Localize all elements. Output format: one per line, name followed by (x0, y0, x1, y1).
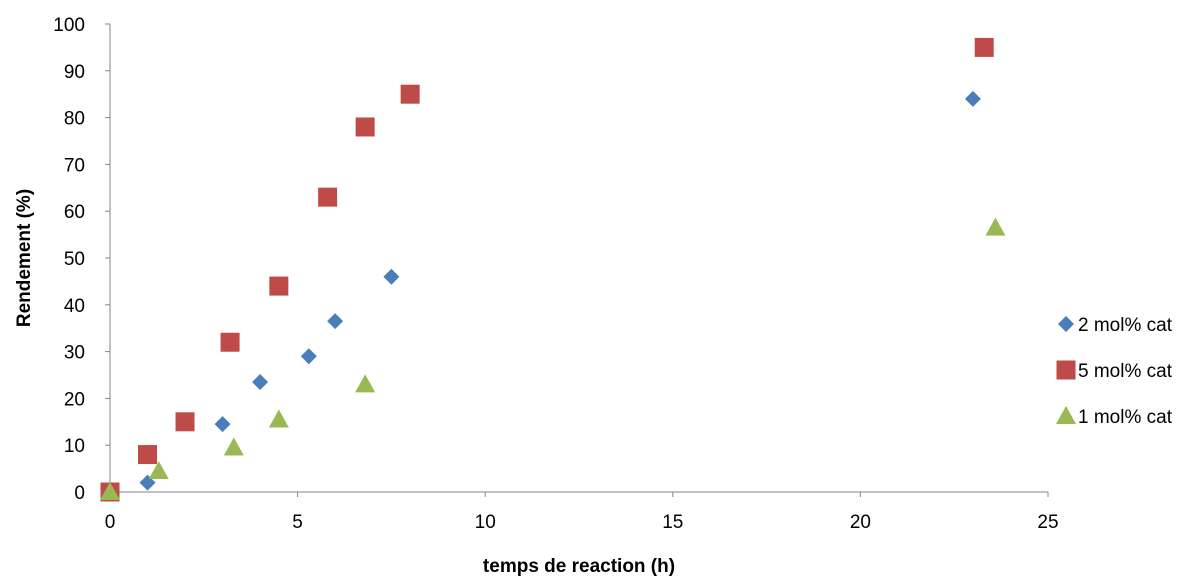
x-tick-label: 15 (662, 512, 683, 533)
x-tick-label: 10 (475, 512, 496, 533)
y-tick-label: 70 (64, 155, 85, 176)
data-point (175, 412, 195, 432)
legend: 2 mol% cat 5 mol% cat 1 mol% cat (1056, 315, 1173, 428)
data-point (327, 313, 344, 330)
data-point (148, 460, 169, 479)
data-point (214, 416, 231, 433)
data-point (355, 117, 375, 137)
x-ticks: 0 5 10 15 20 25 (105, 492, 1059, 533)
y-ticks: 0 10 20 30 40 50 60 70 80 90 100 (53, 15, 110, 504)
data-points (100, 37, 1006, 502)
data-point (974, 37, 994, 57)
series-3 (100, 217, 1006, 500)
data-point (985, 217, 1006, 236)
y-tick-label: 80 (64, 109, 85, 130)
legend-item: 5 mol% cat (1056, 360, 1173, 382)
data-point (300, 348, 317, 365)
x-tick-label: 25 (1037, 512, 1058, 533)
y-tick-label: 30 (64, 343, 85, 364)
x-tick-label: 5 (292, 512, 303, 533)
data-point (252, 374, 269, 391)
y-tick-label: 100 (53, 15, 85, 36)
legend-label: 2 mol% cat (1078, 315, 1173, 336)
data-point (138, 445, 158, 465)
data-point (220, 332, 240, 352)
axes: 0 10 20 30 40 50 60 70 80 90 100 0 5 10 15 20 25 (53, 15, 1058, 533)
y-axis-title: Rendement (%) (14, 189, 35, 327)
data-point (964, 90, 981, 107)
legend-item: 1 mol% cat (1056, 406, 1173, 428)
data-point (223, 437, 244, 456)
legend-marker (1056, 360, 1076, 380)
data-point (268, 409, 289, 428)
legend-item: 2 mol% cat (1058, 315, 1173, 336)
y-tick-label: 40 (64, 296, 85, 317)
y-tick-label: 10 (64, 436, 85, 457)
y-tick-label: 90 (64, 62, 85, 83)
data-point (383, 268, 400, 285)
x-tick-label: 20 (850, 512, 871, 533)
legend-marker (1056, 406, 1076, 424)
legend-label: 1 mol% cat (1078, 407, 1173, 428)
x-tick-label: 0 (105, 512, 116, 533)
x-axis-title: temps de reaction (h) (483, 556, 675, 577)
data-point (355, 374, 376, 393)
legend-marker (1058, 316, 1074, 332)
data-point (400, 84, 420, 104)
data-point (269, 276, 289, 296)
series-1 (139, 90, 981, 491)
y-tick-label: 0 (74, 483, 85, 504)
y-tick-label: 50 (64, 249, 85, 270)
y-tick-label: 60 (64, 202, 85, 223)
data-point (100, 482, 120, 500)
data-point (318, 187, 338, 207)
y-tick-label: 20 (64, 389, 85, 410)
legend-label: 5 mol% cat (1078, 361, 1173, 382)
series-2 (100, 37, 994, 502)
